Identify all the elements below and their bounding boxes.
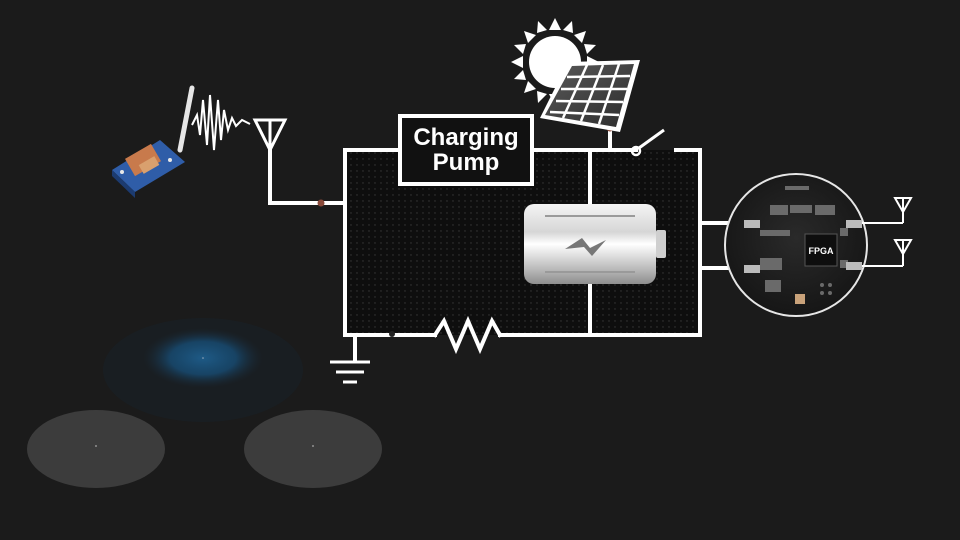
- lightning-icon: [565, 238, 606, 256]
- junction-dot: [389, 331, 395, 337]
- switch-icon: [630, 128, 665, 157]
- pump-label-line2: Pump: [433, 149, 500, 176]
- pump-label-line1: Charging: [413, 124, 518, 151]
- ripple-blue: [103, 318, 303, 422]
- receiving-antenna-icon: [252, 118, 288, 154]
- charging-pump: Charging Pump: [398, 114, 534, 186]
- ripple-grey-left: [27, 410, 165, 488]
- fpga-label: FPGA: [808, 246, 834, 256]
- battery-icon: [524, 204, 666, 284]
- junction-dot: [317, 199, 325, 207]
- fpga-chip: [804, 233, 838, 267]
- output-antenna-icon: [862, 239, 913, 267]
- rf-transmitter-board: [112, 85, 195, 198]
- solar-panel-icon: [540, 60, 640, 132]
- ground-icon: [330, 360, 370, 384]
- radio-wave-signal: [191, 94, 251, 151]
- output-antenna-icon: [862, 197, 913, 224]
- ripple-grey-right: [244, 410, 382, 488]
- resistor-icon: [432, 315, 503, 355]
- sensor-node-board: FPGA: [724, 173, 868, 317]
